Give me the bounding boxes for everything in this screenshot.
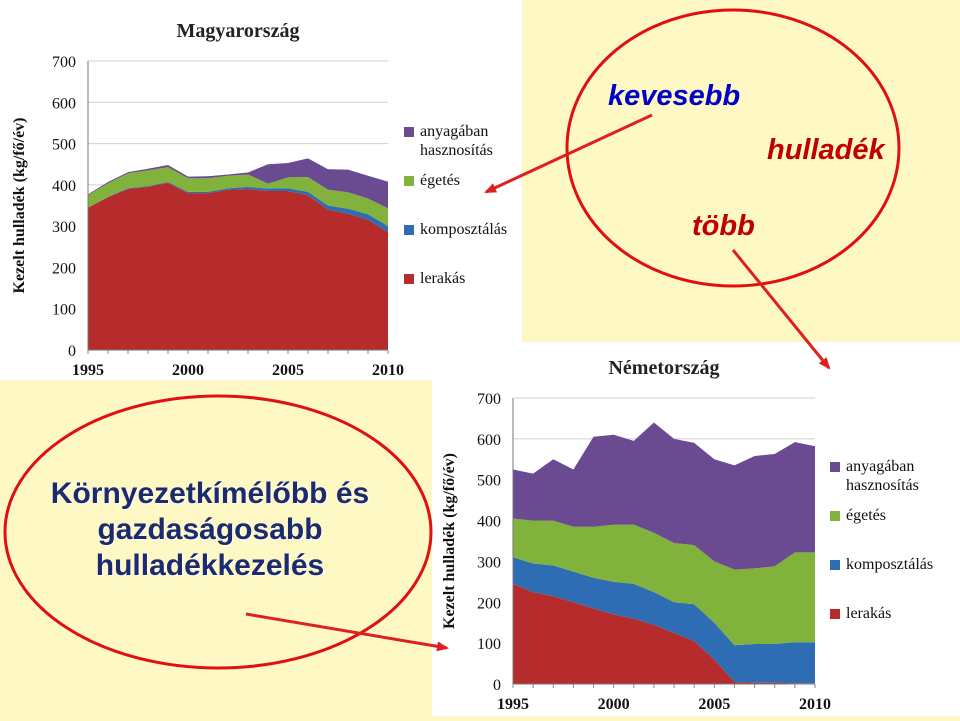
y-tick-label: 200 — [52, 260, 76, 277]
y-tick-label: 500 — [477, 473, 501, 490]
slogan-line: gazdaságosabb — [97, 513, 323, 546]
label-hulladek: hulladék — [767, 134, 885, 166]
chart-magyarorszag: Magyarország 0 100 200 300 400 500 600 700 1995 20… — [11, 20, 507, 379]
legend-label-komposztalas: komposztálás — [846, 556, 933, 573]
x-tick-label: 2000 — [172, 362, 204, 379]
area-lerakas — [513, 583, 815, 684]
chart-title: Magyarország — [177, 20, 300, 42]
x-tick-label: 1995 — [497, 696, 529, 713]
y-tick-label: 100 — [477, 636, 501, 653]
legend-swatch-anyagaban — [830, 462, 840, 472]
legend-label-komposztalas: komposztálás — [420, 221, 507, 238]
legend-label-lerakas: lerakás — [420, 270, 465, 287]
area-komposztalas — [88, 182, 388, 233]
y-tick-label: 0 — [493, 677, 501, 694]
y-tick-label: 100 — [52, 302, 76, 319]
area-komposztalas — [513, 557, 815, 684]
legend-label-anyagaban-cont: hasznosítás — [846, 477, 919, 494]
chart-panel-magyarorszag: Magyarország 0 100 200 300 400 500 600 700 1995 20… — [0, 0, 522, 380]
x-tick-label: 2005 — [698, 696, 730, 713]
y-tick-label: 600 — [52, 95, 76, 112]
y-tick-label: 400 — [52, 178, 76, 195]
legend-swatch-komposztalas — [404, 225, 414, 235]
area-egetes — [88, 167, 388, 227]
legend-label-anyagaban: anyagában — [846, 458, 914, 475]
legend-swatch-egetes — [404, 176, 414, 186]
legend-swatch-komposztalas — [830, 560, 840, 570]
slogan-line: Környezetkímélőbb és — [50, 477, 370, 510]
area-anyagaban — [88, 158, 388, 209]
legend-swatch-lerakas — [404, 274, 414, 284]
label-kevesebb: kevesebb — [608, 80, 741, 112]
area-egetes — [513, 518, 815, 646]
arrow-slogan — [245, 612, 449, 652]
slogan-line: hulladékkezelés — [95, 549, 325, 582]
chart-panel-nemetorszag: Németország 0 100 200 300 400 500 600 700 1995 200… — [432, 342, 960, 716]
label-tobb: több — [692, 210, 755, 242]
chart-title: Németország — [608, 357, 719, 379]
x-tick-label: 2010 — [799, 696, 831, 713]
y-tick-label: 500 — [52, 137, 76, 154]
legend-label-anyagaban-cont: hasznosítás — [420, 142, 493, 159]
x-tick-label: 2000 — [598, 696, 630, 713]
area-lerakas — [88, 182, 388, 350]
y-axis-label: Kezelt hulladék (kg/fő/év) — [11, 118, 28, 294]
legend-label-anyagaban: anyagában — [420, 123, 488, 140]
y-tick-label: 300 — [477, 554, 501, 571]
x-tick-label: 2005 — [272, 362, 304, 379]
y-tick-label: 700 — [477, 391, 501, 408]
legend-label-lerakas: lerakás — [846, 605, 891, 622]
chart-nemetorszag: Németország 0 100 200 300 400 500 600 700 1995 200… — [441, 357, 933, 713]
y-axis-label: Kezelt hulladék (kg/fő/év) — [441, 453, 458, 629]
y-tick-label: 600 — [477, 432, 501, 449]
y-tick-label: 0 — [68, 343, 76, 360]
slogan: Környezetkímélőbb és gazdaságosabb hulla… — [20, 476, 400, 584]
legend-swatch-egetes — [830, 511, 840, 521]
legend-label-egetes: égetés — [420, 172, 460, 189]
y-tick-label: 400 — [477, 514, 501, 531]
x-tick-label: 2010 — [372, 362, 404, 379]
area-anyagaban — [513, 422, 815, 570]
y-tick-label: 300 — [52, 219, 76, 236]
y-tick-label: 700 — [52, 54, 76, 71]
legend-swatch-anyagaban — [404, 127, 414, 137]
legend-swatch-lerakas — [830, 609, 840, 619]
x-tick-label: 1995 — [72, 362, 104, 379]
y-tick-label: 200 — [477, 595, 501, 612]
legend-label-egetes: égetés — [846, 507, 886, 524]
